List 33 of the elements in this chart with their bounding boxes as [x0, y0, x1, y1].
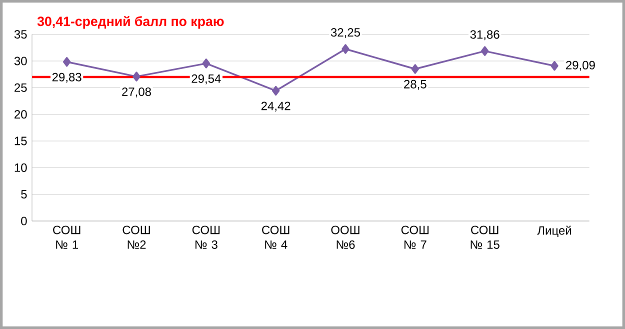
ref-line-label: 30,41-средний балл по краю: [37, 16, 224, 29]
y-tick-label: 5: [21, 190, 27, 199]
x-tick-label: СОШ № 7: [401, 226, 429, 249]
text: 32,25: [330, 28, 360, 38]
text: 29,54: [192, 74, 221, 84]
y-tick-label: 0: [21, 216, 27, 226]
point: [480, 46, 489, 56]
point: [272, 86, 280, 96]
x-tick-label: СОШ № 1: [53, 226, 80, 249]
text: 29,09: [566, 60, 595, 71]
x-tick-label: Лицей: [537, 226, 572, 237]
x-tick-label: СОШ № 15: [470, 226, 500, 249]
y-tick-label: 35: [14, 30, 27, 39]
text: 28,5: [404, 80, 426, 90]
x-tick-label: СОШ №2: [122, 226, 150, 249]
y-tick-label: 25: [14, 83, 27, 92]
y-tick-label: 10: [14, 163, 27, 172]
y-tick-label: 30: [14, 56, 27, 66]
point: [342, 44, 350, 54]
x-tick-label: ООШ №6: [331, 226, 360, 249]
text: 31,86: [470, 30, 500, 40]
text: 27,08: [122, 88, 151, 98]
point: [550, 60, 558, 71]
text: 24,42: [261, 102, 290, 112]
x-tick-label: СОШ № 3: [192, 226, 220, 249]
y-tick-label: 20: [14, 110, 27, 119]
point: [62, 57, 71, 67]
point: [411, 64, 420, 74]
point: [132, 72, 140, 82]
x-tick-label: СОШ № 4: [262, 226, 290, 249]
text: 29,83: [52, 72, 82, 83]
y-tick-label: 15: [14, 136, 27, 146]
point: [202, 58, 210, 68]
